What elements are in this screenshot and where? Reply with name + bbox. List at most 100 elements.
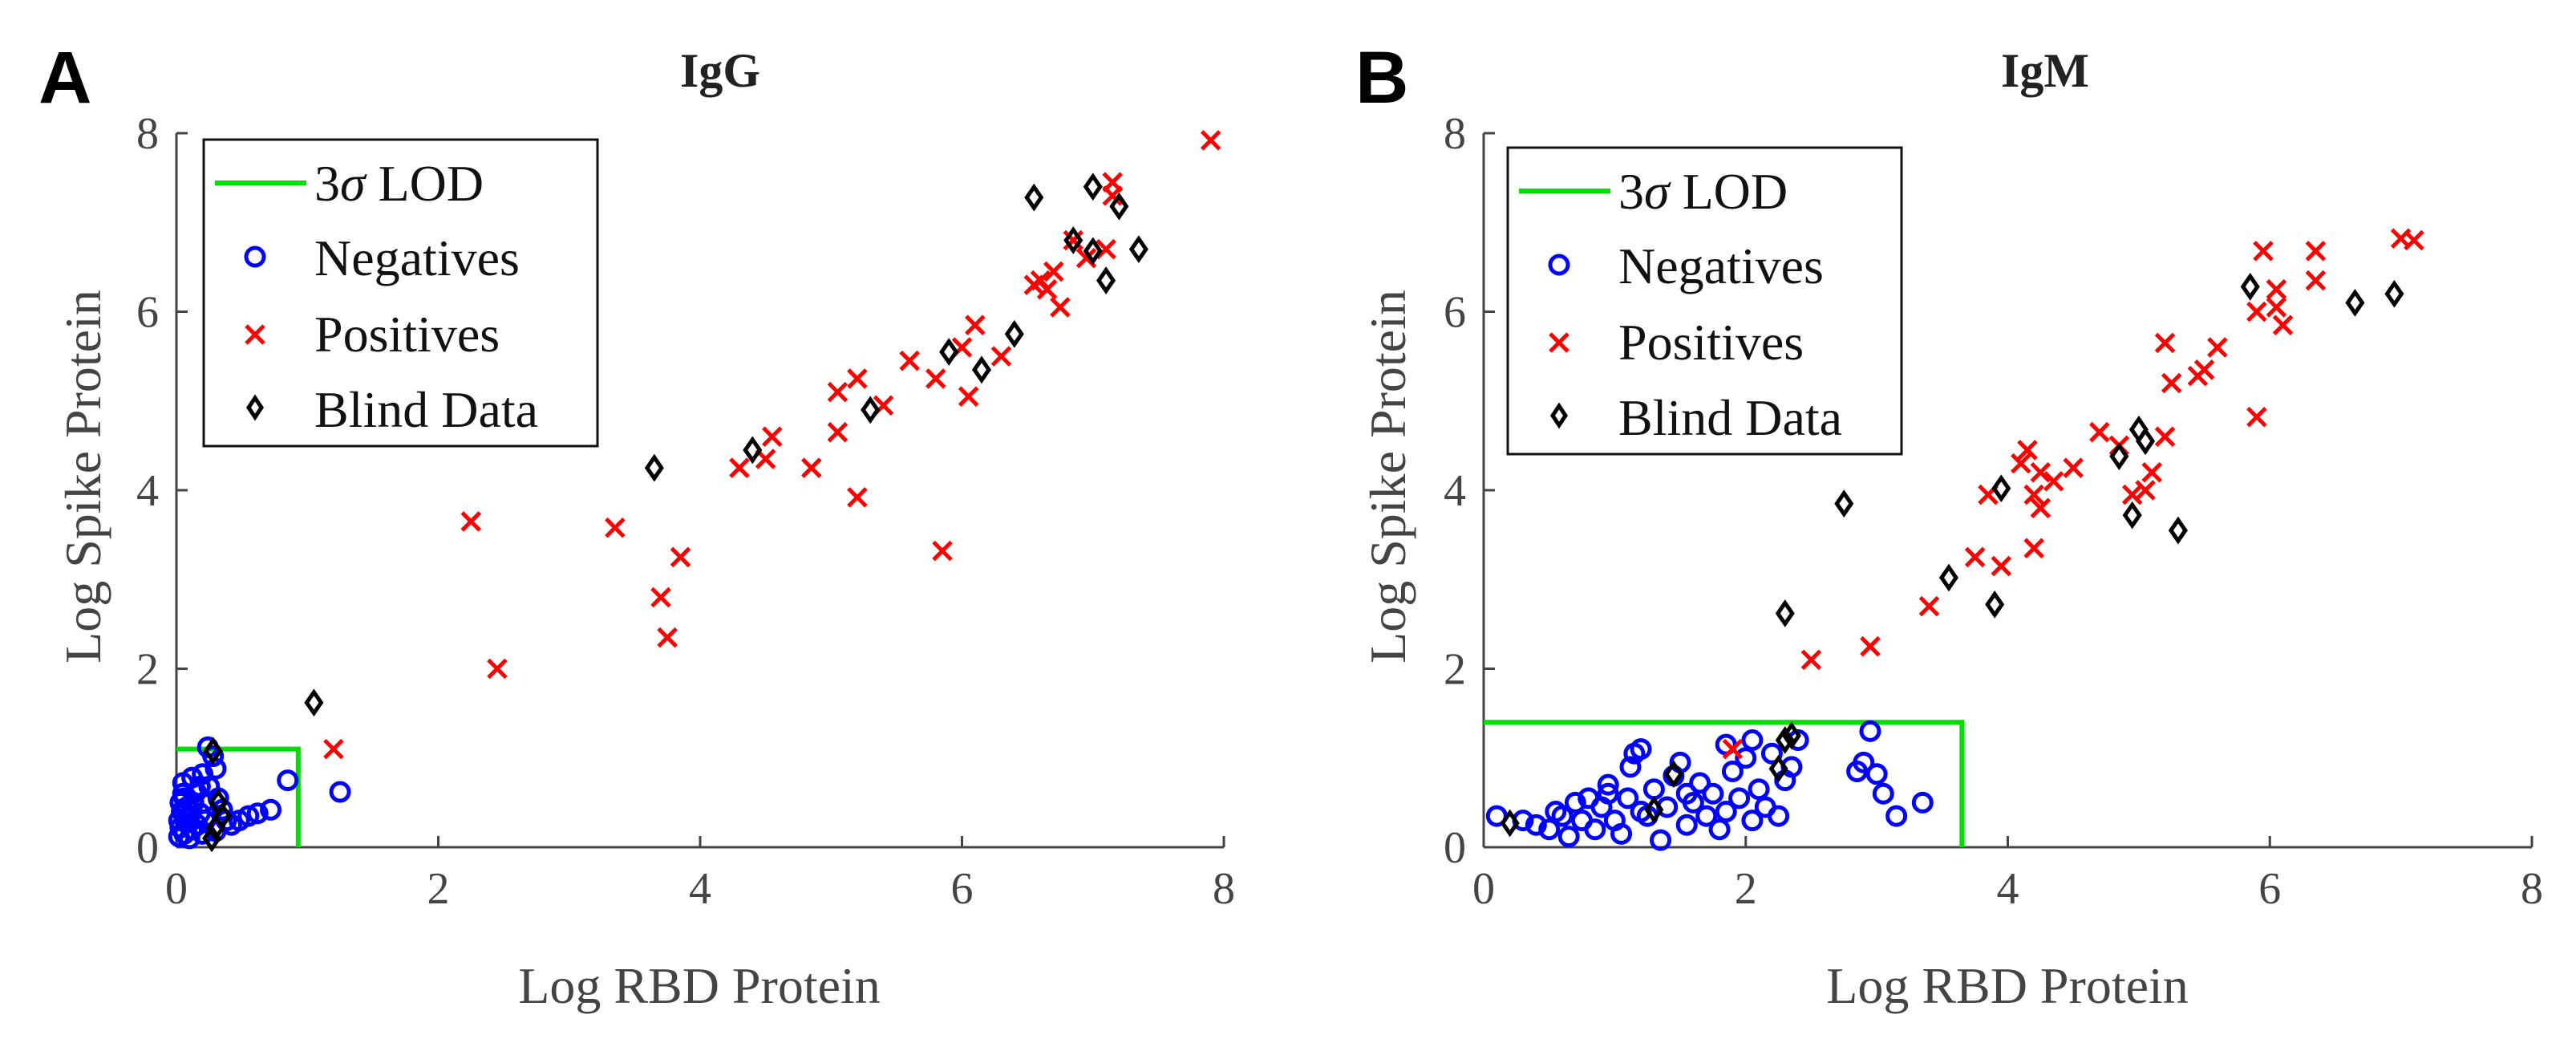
x-tick-label: 2	[1735, 864, 1757, 914]
y-axis-label-igg: Log Spike Protein	[55, 290, 111, 664]
legend-negatives-label: Negatives	[1618, 237, 1824, 294]
positive-point	[1036, 278, 1058, 300]
y-axis-label-igm: Log Spike Protein	[1359, 290, 1416, 664]
positive-point	[2063, 457, 2084, 478]
negative-point	[277, 769, 299, 792]
negative-point	[1865, 763, 1888, 785]
negative-point	[1557, 826, 1580, 848]
positive-point	[1860, 635, 1881, 657]
negative-point	[1689, 772, 1711, 794]
panel-igg: A IgG 0 2 4 6 8 0 2 4 6 8 Log RBD Protein Log Spi…	[38, 37, 1235, 1014]
y-tick-label: 4	[1444, 466, 1466, 516]
negative-point	[1619, 756, 1642, 778]
x-axis-label-igm: Log RBD Protein	[1826, 957, 2189, 1014]
positive-point	[1043, 261, 1064, 282]
positive-point	[657, 627, 678, 648]
negative-point	[1525, 814, 1547, 836]
blind-data-point	[2240, 272, 2260, 301]
positive-point	[1918, 595, 1940, 617]
positive-point	[2121, 484, 2143, 505]
positive-point	[650, 586, 671, 608]
negative-point	[1702, 782, 1724, 805]
blind-data-point	[1096, 266, 1116, 294]
positive-point	[1722, 738, 1744, 760]
negative-point	[246, 802, 269, 825]
positive-point	[1063, 229, 1084, 251]
blind-data-point	[1063, 226, 1083, 254]
x-axis-label-igg: Log RBD Protein	[518, 957, 881, 1014]
legend-positives-label: Positives	[314, 306, 500, 363]
negative-point	[1859, 720, 1881, 742]
x-tick-label: 0	[1472, 864, 1495, 914]
positive-point	[2246, 301, 2267, 323]
positive-point	[2305, 241, 2327, 262]
positive-point	[2187, 365, 2209, 387]
blind-data-point	[1024, 183, 1044, 212]
y-tick-label: 0	[136, 823, 159, 873]
negative-point	[1911, 791, 1934, 814]
negative-point	[1642, 778, 1665, 801]
negative-point	[176, 806, 198, 829]
positive-point	[1200, 130, 1221, 151]
legend-blind-label: Blind Data	[1618, 389, 1842, 446]
lod-boundary	[1484, 720, 1965, 847]
negative-point	[1695, 805, 1718, 827]
blind-data-point	[1644, 795, 1664, 824]
positive-point	[1991, 555, 2012, 577]
negative-point	[1584, 818, 1606, 841]
legend-negatives-marker	[1548, 254, 1570, 276]
negative-point	[1597, 782, 1619, 805]
negative-point	[1610, 822, 1633, 845]
blind-data-point	[304, 688, 324, 717]
y-tick-label: 6	[1444, 288, 1466, 338]
positive-point	[932, 540, 953, 562]
negative-point	[1650, 829, 1672, 851]
positive-point	[762, 426, 783, 448]
blind-data-point	[971, 355, 992, 384]
blind-data-point	[1663, 760, 1683, 789]
negative-point	[1853, 751, 1875, 773]
blind-data-point	[1128, 235, 1148, 264]
positive-point	[2043, 471, 2064, 492]
blind-data-point	[1985, 590, 2005, 619]
positive-point	[2023, 538, 2044, 559]
axes-igm: 0 2 4 6 8 0 2 4 6 8	[1444, 109, 2543, 914]
positive-point	[958, 386, 979, 407]
positive-point	[847, 368, 868, 389]
legend-blind-marker	[245, 394, 265, 421]
positive-point	[2272, 315, 2294, 335]
negative-point	[1768, 805, 1790, 827]
negative-point	[1630, 738, 1652, 761]
positive-point	[2305, 270, 2327, 291]
legend-positives-label: Positives	[1618, 314, 1804, 371]
positive-point	[925, 368, 946, 389]
positive-point	[2266, 278, 2287, 300]
negative-point	[1872, 782, 1894, 805]
positive-point	[2011, 453, 2031, 474]
blind-data-point	[2109, 442, 2129, 471]
negative-point	[1675, 814, 1698, 836]
panel-letter-b: B	[1355, 37, 1408, 119]
positive-point	[2030, 461, 2051, 483]
y-tick-label: 2	[136, 645, 159, 695]
blind-data-point	[644, 453, 664, 482]
y-tick-label: 2	[1444, 645, 1466, 695]
negative-point	[1741, 729, 1764, 751]
x-tick-label: 0	[165, 864, 188, 914]
legend-igm: 3σ LOD Negatives Positives Blind Data	[1506, 146, 1903, 456]
panel-letter-a: A	[38, 37, 91, 119]
blind-data-point	[1768, 754, 1788, 783]
y-tick-label: 0	[1444, 823, 1466, 873]
y-tick-label: 8	[1444, 109, 1466, 159]
blind-data-point	[2136, 427, 2156, 456]
x-tick-label: 4	[1997, 864, 2019, 914]
blind-data-point	[1004, 319, 1024, 348]
negative-point	[1564, 791, 1586, 814]
legend-lod-label: 3σ LOD	[314, 155, 484, 212]
y-tick-label: 6	[136, 288, 159, 338]
positive-point	[827, 381, 849, 403]
blind-data-point	[2168, 516, 2188, 545]
data-points-igm	[1485, 228, 2424, 851]
blind-data-point	[1500, 809, 1520, 838]
